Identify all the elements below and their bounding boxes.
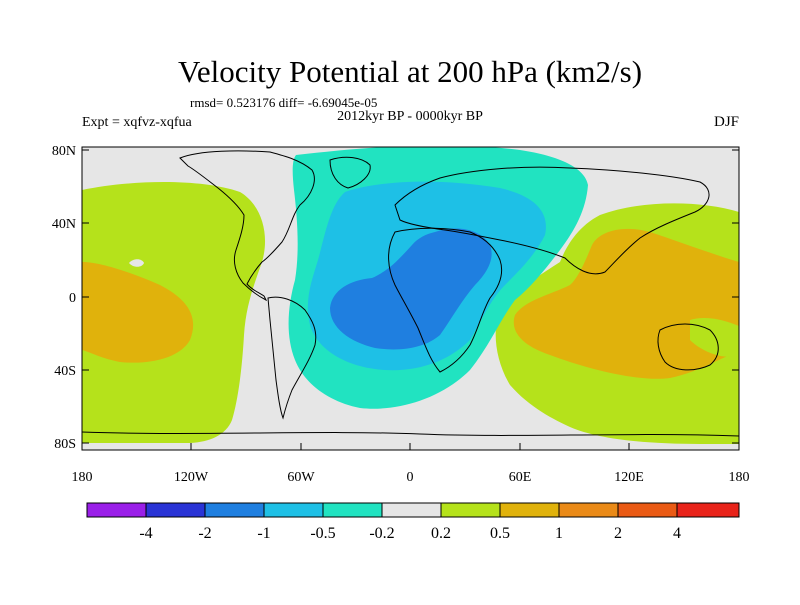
colorbar-swatch	[499, 502, 560, 518]
x-tick-label: 0	[407, 470, 414, 485]
colorbar-label: 2	[614, 525, 622, 542]
coastline-antarctica	[82, 431, 739, 437]
season-label: DJF	[714, 114, 739, 130]
y-tick-label: 0	[69, 291, 76, 306]
y-tick-label: 40N	[52, 217, 76, 232]
period-label: 2012kyr BP - 0000kyr BP	[337, 109, 483, 124]
coastline-europe-asia	[394, 166, 710, 275]
colorbar-swatch	[381, 502, 442, 518]
colorbar-swatch	[86, 502, 147, 518]
colorbar-label: -2	[198, 525, 211, 542]
colorbar-label: 0.5	[490, 525, 510, 542]
y-tick-label: 40S	[54, 364, 76, 379]
x-tick-label: 180	[72, 470, 93, 485]
colorbar	[86, 502, 740, 518]
axis-ticks	[81, 149, 740, 450]
x-tick-label: 60E	[509, 470, 532, 485]
negative-region-strong	[330, 228, 492, 350]
y-axis-labels: 80N 40N 0 40S 80S	[52, 144, 76, 452]
strong-positive-pacific-west	[82, 262, 194, 363]
colorbar-swatch	[263, 502, 324, 518]
colorbar-swatch	[322, 502, 383, 518]
stats-line: rmsd= 0.523176 diff= -6.69045e-05	[190, 95, 377, 110]
map-panel	[82, 147, 739, 450]
coastlines	[82, 150, 739, 437]
colorbar-swatch	[145, 502, 206, 518]
experiment-label: Expt = xqfvz-xqfua	[82, 115, 193, 130]
colorbar-swatch	[617, 502, 678, 518]
colorbar-label: 0.2	[431, 525, 451, 542]
x-tick-label: 60W	[287, 470, 315, 485]
strong-positive-maritime	[513, 228, 739, 379]
colorbar-swatch	[440, 502, 501, 518]
coastline-africa	[388, 227, 503, 373]
coastline-greenland	[329, 156, 371, 189]
x-tick-label: 120E	[614, 470, 644, 485]
positive-bay-pacific	[690, 317, 739, 357]
x-tick-label: 180	[729, 470, 750, 485]
colorbar-label: -0.5	[310, 525, 335, 542]
coastline-south-america	[267, 296, 317, 420]
colorbar-swatch	[204, 502, 265, 518]
colorbar-label: -1	[257, 525, 270, 542]
coastline-north-america	[179, 150, 315, 302]
y-tick-label: 80S	[54, 437, 76, 452]
colorbar-label: 4	[673, 525, 681, 542]
x-tick-label: 120W	[174, 470, 209, 485]
neutral-patch-north-pacific	[129, 259, 144, 267]
coastline-australia	[657, 323, 719, 371]
y-tick-label: 80N	[52, 144, 76, 159]
figure-title: Velocity Potential at 200 hPa (km2/s)	[178, 54, 642, 89]
colorbar-label: -4	[139, 525, 152, 542]
x-axis-labels: 180 120W 60W 0 60E 120E 180	[72, 470, 750, 485]
colorbar-swatch	[558, 502, 619, 518]
colorbar-label: 1	[555, 525, 563, 542]
colorbar-label: -0.2	[369, 525, 394, 542]
colorbar-labels: -4 -2 -1 -0.5 -0.2 0.2 0.5 1 2 4	[139, 525, 681, 542]
colorbar-swatch	[676, 502, 740, 518]
